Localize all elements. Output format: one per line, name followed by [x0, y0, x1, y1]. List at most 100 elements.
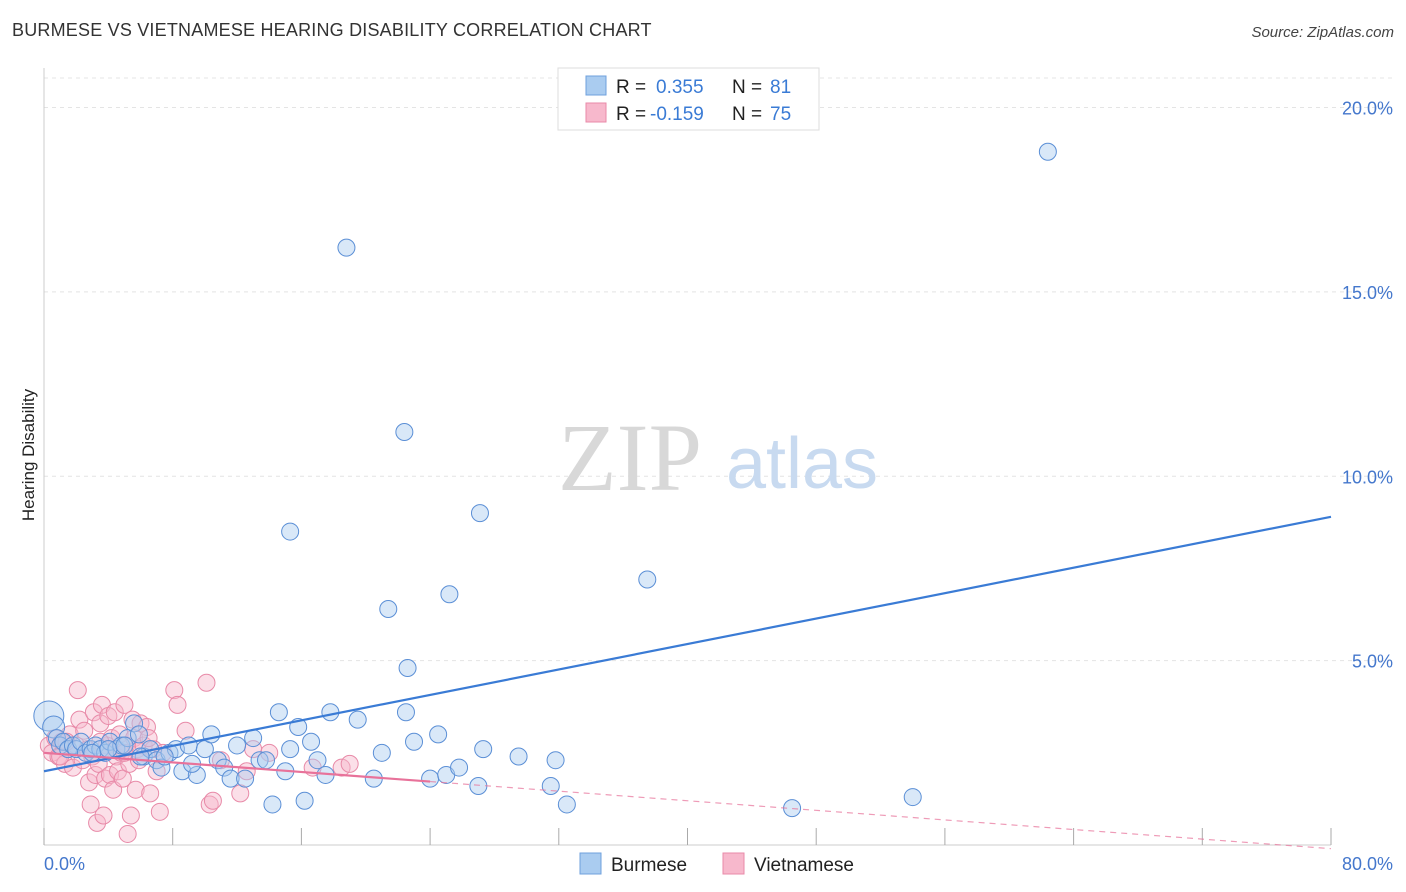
- legend-n-value-burmese: 81: [770, 77, 791, 98]
- axes: [43, 68, 1332, 846]
- burmese-point: [295, 791, 314, 810]
- burmese-point: [348, 710, 367, 729]
- burmese-point: [469, 777, 488, 795]
- burmese-point: [228, 736, 247, 755]
- burmese-point: [99, 740, 118, 759]
- burmese-point: [308, 751, 327, 770]
- burmese-points: [33, 142, 1057, 818]
- legend-bottom-swatch-burmese: [579, 852, 602, 875]
- legend-bottom-label-vietnamese: Vietnamese: [754, 855, 854, 876]
- burmese-point: [398, 659, 417, 677]
- burmese-point: [302, 732, 321, 751]
- legend-r-label-vietnamese: R =: [616, 104, 646, 125]
- vietnamese-point: [68, 681, 87, 700]
- tick-labels: 5.0% 10.0% 15.0% 20.0% 0.0% 80.0%: [44, 99, 1393, 875]
- vietnamese-point: [203, 791, 222, 810]
- burmese-point: [470, 504, 489, 523]
- burmese-point: [509, 747, 528, 766]
- legend-r-value-burmese: 0.355: [656, 77, 704, 98]
- burmese-point: [263, 795, 282, 814]
- burmese-point: [129, 725, 148, 744]
- x-tick-label: 80.0%: [1342, 854, 1393, 874]
- burmese-point: [396, 703, 415, 722]
- vietnamese-point: [150, 802, 169, 821]
- burmese-point: [187, 765, 206, 784]
- vietnamese-point: [81, 795, 100, 814]
- vietnamese-point: [70, 710, 89, 729]
- vietnamese-point: [118, 824, 137, 843]
- source-label: Source: ZipAtlas.com: [1251, 24, 1394, 41]
- burmese-point: [903, 788, 922, 807]
- burmese-point: [474, 740, 493, 759]
- burmese-point: [557, 795, 576, 814]
- y-tick-label: 10.0%: [1342, 467, 1393, 487]
- burmese-point: [221, 769, 240, 788]
- vietnamese-point: [168, 695, 187, 714]
- burmese-point: [1038, 142, 1057, 161]
- legend-r-value-vietnamese: -0.159: [650, 104, 704, 125]
- legend-n-label-vietnamese: N =: [732, 104, 762, 125]
- vietnamese-point: [115, 695, 134, 714]
- burmese-point: [72, 732, 91, 751]
- burmese-point: [83, 743, 102, 762]
- burmese-point: [541, 777, 560, 795]
- burmese-point: [372, 743, 391, 762]
- burmese-point: [337, 238, 356, 257]
- watermark-zip: ZIP: [558, 404, 702, 511]
- burmese-regression-line: [43, 515, 1332, 773]
- burmese-point: [638, 570, 657, 589]
- burmese-point: [236, 769, 255, 788]
- legend-series: Burmese Vietnamese: [579, 852, 854, 876]
- y-tick-label: 20.0%: [1342, 99, 1393, 119]
- legend-bottom-swatch-vietnamese: [722, 852, 745, 875]
- burmese-point: [257, 751, 276, 770]
- burmese-point: [421, 769, 440, 788]
- watermark: ZIP atlas: [558, 404, 878, 511]
- burmese-point: [379, 600, 398, 618]
- burmese-point: [42, 715, 66, 739]
- burmese-point: [321, 703, 340, 722]
- burmese-point: [125, 714, 144, 733]
- vietnamese-point: [126, 780, 145, 799]
- vietnamese-point: [340, 754, 359, 773]
- burmese-point: [115, 736, 134, 755]
- burmese-point: [546, 751, 565, 770]
- vietnamese-point: [121, 806, 140, 825]
- y-tick-label: 5.0%: [1352, 652, 1393, 672]
- vietnamese-regression-line: [43, 751, 431, 783]
- legend-n-label-burmese: N =: [732, 77, 762, 98]
- vietnamese-regression-extension: [430, 780, 1332, 850]
- legend-n-value-vietnamese: 75: [770, 104, 791, 125]
- vietnamese-point: [88, 813, 107, 832]
- vietnamese-point: [75, 721, 94, 740]
- burmese-point: [440, 585, 459, 604]
- burmese-point: [100, 732, 119, 751]
- grid: [44, 77, 1393, 662]
- burmese-point: [429, 725, 448, 744]
- chart-title: BURMESE VS VIETNAMESE HEARING DISABILITY…: [12, 20, 652, 40]
- vietnamese-point: [94, 806, 113, 825]
- burmese-point: [281, 522, 300, 541]
- x-tick-label: 0.0%: [44, 854, 85, 874]
- regression-lines: [43, 515, 1332, 850]
- vietnamese-point: [165, 681, 184, 700]
- burmese-point: [405, 732, 424, 751]
- vietnamese-point: [176, 721, 195, 740]
- vietnamese-point: [231, 784, 250, 803]
- legend-bottom-label-burmese: Burmese: [611, 855, 687, 876]
- burmese-point: [450, 758, 469, 777]
- burmese-point: [152, 758, 171, 777]
- vietnamese-point: [105, 703, 124, 722]
- legend-correlation: R = 0.355 N = 81 R = -0.159 N = 75: [557, 67, 820, 131]
- burmese-point: [281, 740, 300, 759]
- legend-swatch-vietnamese: [585, 102, 607, 123]
- vietnamese-point: [197, 673, 216, 692]
- vietnamese-point: [200, 795, 219, 814]
- legend-swatch-burmese: [585, 75, 607, 96]
- burmese-point: [395, 423, 414, 441]
- y-tick-label: 15.0%: [1342, 283, 1393, 303]
- vietnamese-point: [141, 784, 160, 803]
- vietnamese-point: [86, 765, 105, 784]
- burmese-point: [179, 736, 198, 755]
- watermark-atlas: atlas: [726, 424, 878, 504]
